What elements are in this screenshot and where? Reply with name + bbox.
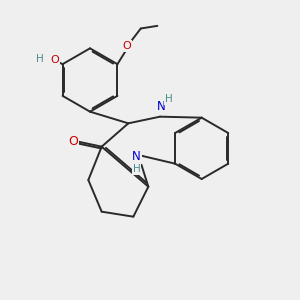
Text: O: O [68,135,78,148]
Text: N: N [132,150,141,163]
Text: N: N [157,100,166,113]
Text: H: H [165,94,173,104]
Text: O: O [50,55,59,65]
Text: H: H [133,164,140,174]
Text: O: O [122,41,131,51]
Text: H: H [36,53,44,64]
